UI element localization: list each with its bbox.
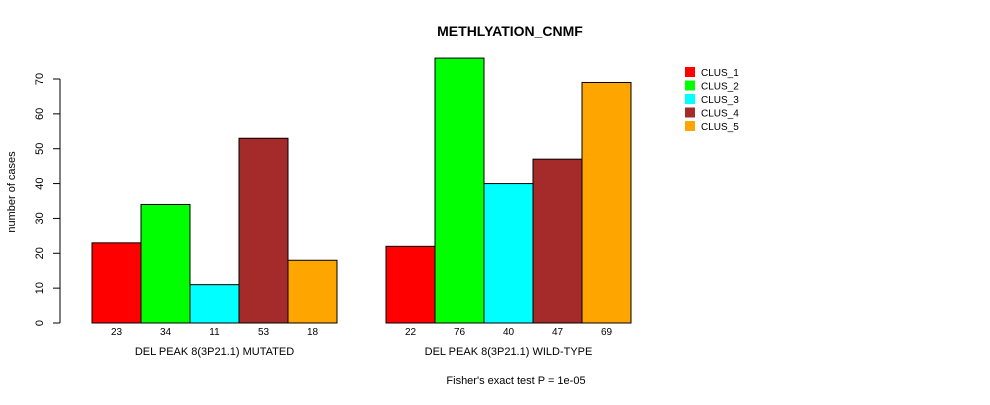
legend-swatch bbox=[685, 94, 695, 104]
fisher-test-footnote: Fisher's exact test P = 1e-05 bbox=[446, 375, 585, 387]
bar-clus-4-group-2 bbox=[532, 158, 583, 324]
bar-count-label: 53 bbox=[258, 327, 270, 338]
legend-swatch bbox=[685, 80, 695, 91]
bar-count-label: 76 bbox=[454, 327, 466, 338]
group-label: DEL PEAK 8(3P21.1) MUTATED bbox=[135, 346, 294, 358]
y-tick-label: 20 bbox=[34, 247, 46, 259]
y-tick-label: 0 bbox=[34, 320, 46, 326]
y-tick-label: 50 bbox=[34, 143, 46, 155]
bar-clus-1-group-1 bbox=[91, 242, 142, 324]
y-tick-label: 10 bbox=[34, 282, 46, 294]
bar-clus-1-group-2 bbox=[385, 245, 436, 324]
legend-label: CLUS_2 bbox=[701, 82, 739, 93]
legend-label: CLUS_5 bbox=[701, 122, 739, 133]
bar-count-label: 11 bbox=[209, 327, 220, 338]
bar-count-label: 18 bbox=[307, 327, 319, 338]
y-tick-label: 70 bbox=[34, 73, 46, 85]
y-tick-label: 60 bbox=[34, 108, 46, 120]
y-tick-label: 40 bbox=[34, 177, 46, 189]
bar-count-label: 69 bbox=[601, 327, 613, 338]
group-label: DEL PEAK 8(3P21.1) WILD-TYPE bbox=[425, 346, 593, 358]
bar-count-label: 23 bbox=[111, 327, 123, 338]
legend-label: CLUS_1 bbox=[701, 68, 739, 79]
legend-swatch bbox=[685, 121, 695, 131]
bar-clus-5-group-1 bbox=[287, 259, 338, 324]
legend: CLUS_1 CLUS_2 CLUS_3 CLUS_4 CLUS_5 bbox=[685, 67, 739, 133]
bar-clus-2-group-1 bbox=[140, 203, 191, 324]
bars-layer: 23 34 11 53 18 DEL PEAK 8(3P21.1) MUTATED 22 76… bbox=[91, 57, 632, 358]
legend-label: CLUS_3 bbox=[701, 95, 739, 106]
legend-swatch bbox=[685, 67, 695, 77]
bar-clus-3-group-2 bbox=[483, 183, 534, 324]
chart-title: METHLYATION_CNMF bbox=[437, 23, 583, 39]
legend-label: CLUS_4 bbox=[701, 109, 739, 120]
bar-count-label: 40 bbox=[503, 327, 515, 338]
y-tick-label: 30 bbox=[34, 212, 46, 224]
bar-clus-5-group-2 bbox=[581, 81, 632, 324]
y-axis: 0 10 20 30 40 50 60 70 bbox=[34, 73, 61, 326]
bar-count-label: 47 bbox=[552, 327, 564, 338]
bar-clus-2-group-2 bbox=[434, 57, 485, 324]
bar-clus-4-group-1 bbox=[238, 137, 289, 324]
y-axis-label: number of cases bbox=[6, 151, 18, 233]
bar-count-label: 22 bbox=[405, 327, 417, 338]
legend-swatch bbox=[685, 107, 695, 118]
bar-count-label: 34 bbox=[160, 327, 172, 338]
bar-clus-3-group-1 bbox=[189, 284, 240, 324]
